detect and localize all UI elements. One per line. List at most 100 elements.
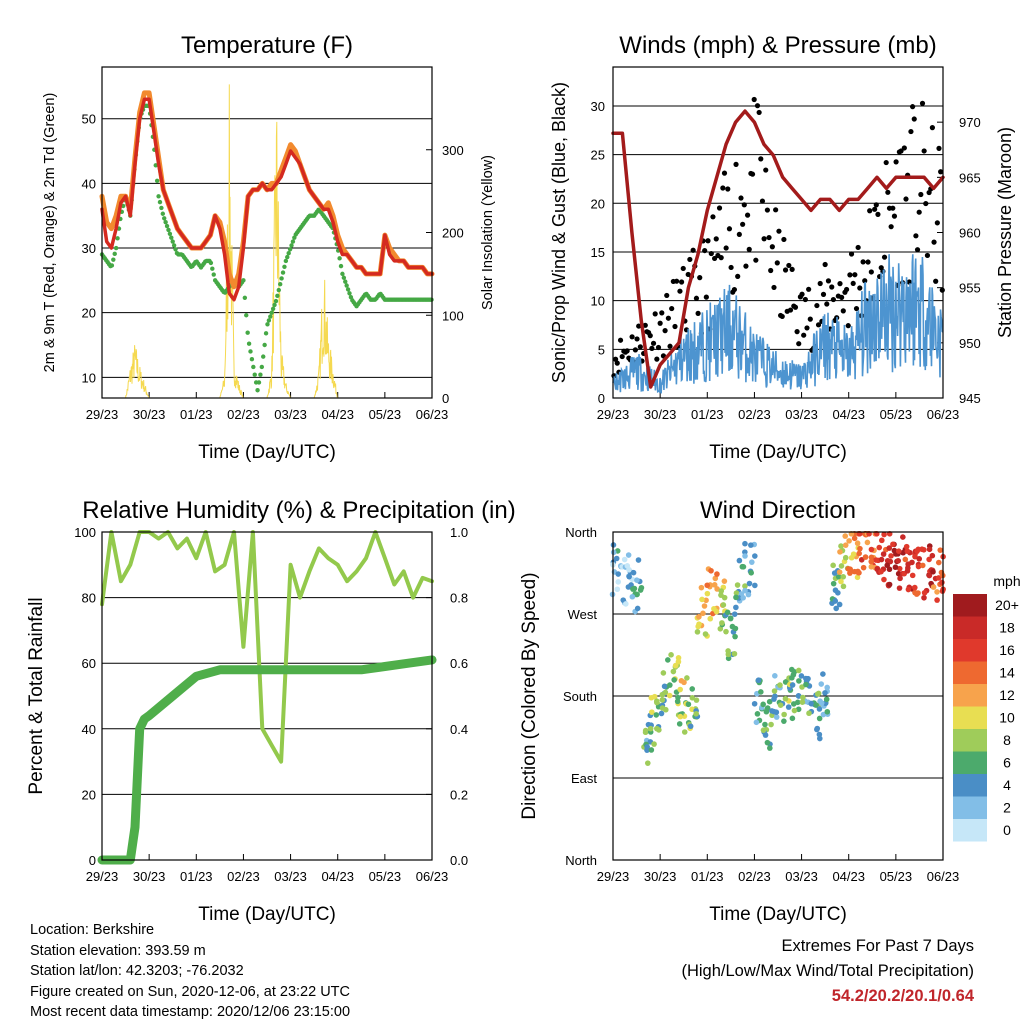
direction-point — [934, 597, 940, 603]
y-right-tick-label: 970 — [959, 115, 981, 130]
y-right-tick-label: 0.4 — [450, 722, 468, 737]
dewpoint-point — [156, 194, 161, 199]
gust-point — [735, 273, 741, 279]
direction-point — [921, 594, 927, 601]
solar-insolation-line — [266, 121, 291, 399]
direction-point — [833, 605, 840, 612]
dewpoint-point — [251, 364, 256, 370]
gust-point — [733, 161, 739, 167]
direction-point — [798, 673, 805, 679]
direction-point — [856, 569, 862, 576]
y-axis-label: Direction (Colored By Speed) — [519, 572, 540, 819]
direction-point — [634, 577, 640, 584]
gust-point — [716, 205, 723, 211]
colorbar-label: 6 — [1003, 755, 1011, 771]
direction-point — [727, 615, 734, 622]
plot-border — [612, 66, 944, 399]
gust-point — [647, 333, 653, 339]
humidity-precip-panel: Relative Humidity (%) & Precipitation (i… — [26, 497, 516, 925]
direction-point — [699, 596, 705, 603]
direction-point — [836, 601, 843, 608]
dewpoint-point — [275, 293, 280, 299]
direction-point — [704, 590, 711, 597]
gust-point — [850, 280, 856, 287]
gust-point — [740, 221, 746, 227]
y-tick-label: 25 — [591, 148, 605, 163]
gust-point — [617, 337, 624, 343]
direction-point — [731, 650, 738, 657]
gust-point — [931, 239, 937, 245]
direction-point — [731, 611, 738, 617]
timestamp-text: Most recent data timestamp: 2020/12/06 2… — [30, 1004, 351, 1020]
x-tick-label: 29/23 — [86, 407, 119, 422]
direction-point — [678, 677, 685, 684]
direction-point — [767, 745, 773, 751]
direction-point — [878, 556, 885, 563]
gust-point — [890, 205, 896, 211]
gust-point — [761, 236, 767, 242]
gust-point — [629, 334, 635, 340]
gust-point — [921, 148, 927, 154]
wind-pressure-panel: Winds (mph) & Pressure (mb) Time (Day/UTC… — [549, 32, 1015, 463]
direction-point — [631, 585, 638, 592]
gust-point — [746, 246, 752, 252]
gust-point — [872, 206, 878, 212]
direction-point — [881, 576, 887, 583]
direction-point — [836, 569, 843, 575]
gust-point — [718, 255, 724, 261]
direction-point — [670, 668, 677, 675]
direction-point — [742, 587, 748, 594]
direction-point — [635, 557, 642, 563]
direction-point — [808, 700, 815, 707]
colorbar-swatch — [953, 661, 987, 684]
direction-point — [662, 689, 669, 696]
direction-point — [912, 553, 918, 560]
y-right-tick-label: 1.0 — [450, 525, 468, 540]
dewpoint-point — [109, 263, 115, 268]
direction-point — [886, 545, 893, 551]
direction-point — [746, 580, 753, 587]
dewpoint-point — [262, 342, 267, 348]
direction-point — [830, 562, 836, 569]
direction-point — [842, 533, 849, 539]
direction-point — [835, 574, 842, 580]
gust-point — [711, 255, 718, 262]
gust-point — [728, 264, 734, 271]
extremes-subtitle: (High/Low/Max Wind/Total Precipitation) — [681, 962, 974, 980]
dewpoint-point — [286, 250, 291, 256]
direction-point — [939, 579, 945, 586]
direction-point — [846, 538, 852, 544]
gust-point — [908, 128, 914, 135]
direction-point — [671, 677, 677, 683]
gust-point — [774, 260, 780, 266]
dewpoint-point — [211, 272, 216, 277]
gust-point — [820, 291, 827, 297]
x-tick-label: 04/23 — [321, 407, 354, 422]
dewpoint-point — [153, 163, 158, 168]
direction-point — [904, 568, 911, 574]
y-right-tick-label: 950 — [959, 336, 981, 351]
gust-point — [875, 211, 881, 217]
dewpoint-point — [242, 295, 248, 300]
direction-point — [879, 537, 885, 544]
gust-point — [619, 353, 625, 360]
colorbar-label: 10 — [999, 710, 1015, 726]
direction-point — [723, 628, 729, 635]
direction-point — [733, 604, 739, 611]
extremes-title: Extremes For Past 7 Days — [781, 937, 974, 955]
direction-point — [842, 542, 849, 548]
direction-point — [878, 568, 884, 575]
y-tick-label: 5 — [598, 342, 605, 357]
colorbar-swatch — [953, 796, 987, 819]
gust-point — [824, 301, 830, 307]
gust-point — [659, 310, 665, 316]
direction-point — [881, 531, 887, 538]
direction-point — [909, 559, 915, 566]
gust-point — [773, 207, 779, 213]
direction-point — [929, 552, 936, 559]
direction-point — [610, 549, 617, 556]
direction-point — [840, 574, 847, 580]
direction-point — [934, 589, 940, 595]
direction-point — [637, 587, 644, 593]
direction-point — [742, 583, 748, 589]
